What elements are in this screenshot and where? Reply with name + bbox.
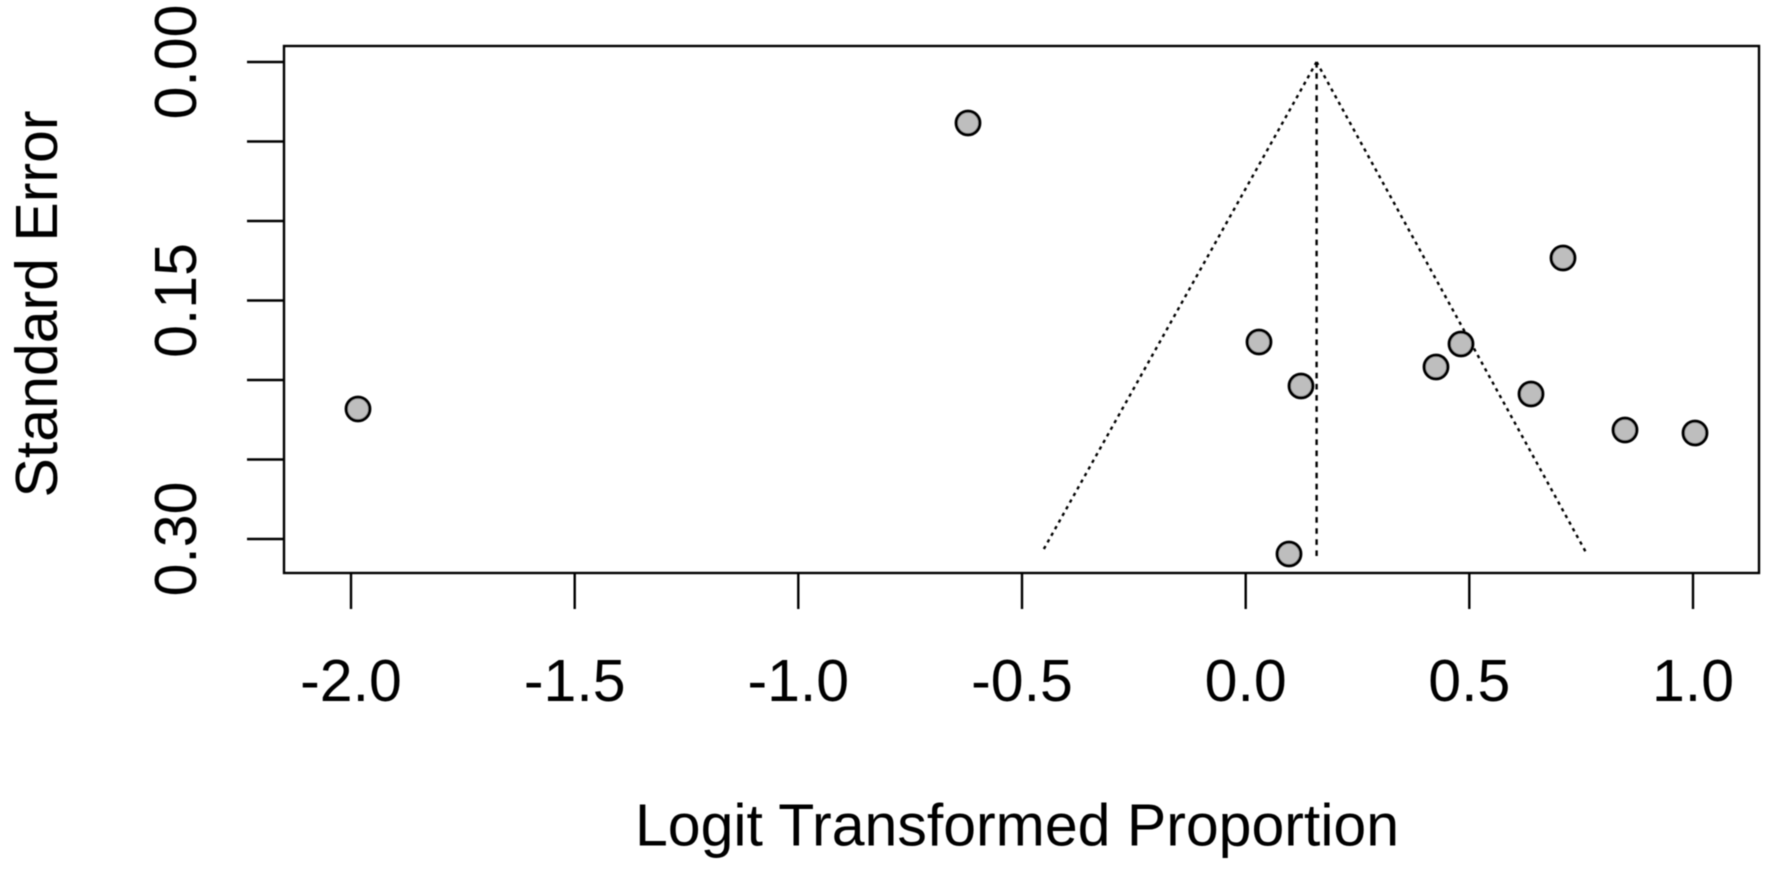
svg-text:1.0: 1.0 bbox=[1652, 648, 1734, 714]
svg-text:0.00: 0.00 bbox=[143, 5, 209, 120]
svg-text:Standard Error: Standard Error bbox=[4, 111, 70, 498]
svg-text:0.30: 0.30 bbox=[143, 482, 209, 597]
svg-text:0.15: 0.15 bbox=[143, 243, 209, 358]
svg-text:Logit Transformed Proportion: Logit Transformed Proportion bbox=[635, 793, 1399, 859]
svg-text:0.5: 0.5 bbox=[1428, 648, 1510, 714]
svg-text:-2.0: -2.0 bbox=[300, 648, 402, 714]
svg-text:-1.0: -1.0 bbox=[747, 648, 849, 714]
svg-text:-0.5: -0.5 bbox=[971, 648, 1073, 714]
svg-text:-1.5: -1.5 bbox=[524, 648, 626, 714]
svg-text:0.0: 0.0 bbox=[1205, 648, 1287, 714]
